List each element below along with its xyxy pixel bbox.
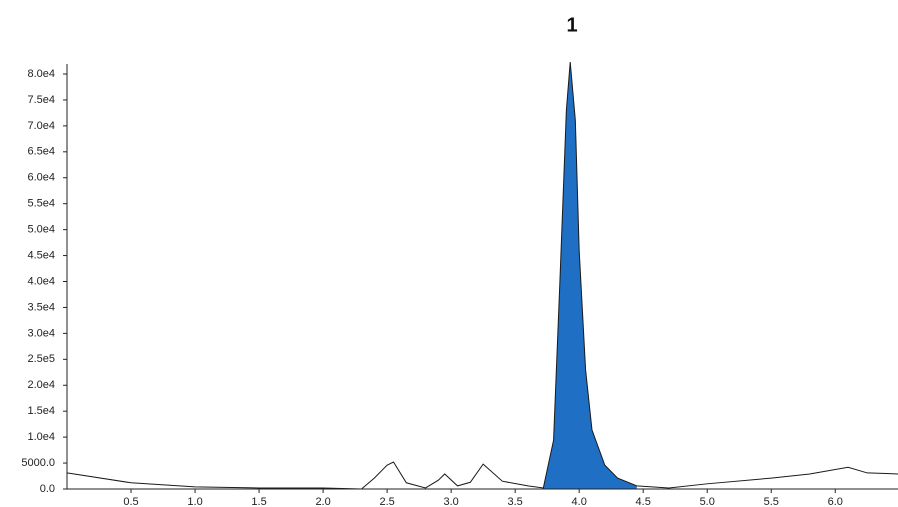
y-tick-label: 3.5e4 [27, 301, 55, 313]
y-tick-label: 1.5e4 [27, 405, 55, 417]
x-tick-label: 5.0 [700, 496, 715, 507]
y-tick-label: 4.5e4 [27, 249, 55, 261]
peak-area [543, 62, 637, 489]
y-tick-label: 2.5e5 [27, 353, 55, 365]
x-tick-label: 2.5 [379, 496, 394, 507]
trace-line [66, 62, 898, 490]
y-tick-label: 1.0e4 [27, 431, 55, 443]
x-tick-label: 0.5 [123, 496, 138, 507]
x-tick-label: 6.0 [828, 496, 843, 507]
x-tick-label: 4.5 [636, 496, 651, 507]
peak-annotation: 1 [566, 14, 577, 36]
y-tick-label: 5.0e4 [27, 224, 55, 236]
x-tick-label: 5.5 [764, 496, 779, 507]
y-tick-label: 6.0e4 [27, 172, 55, 184]
y-tick-label: 3.0e4 [27, 327, 55, 339]
x-tick-label: 1.0 [187, 496, 202, 507]
x-tick-label: 1.5 [251, 496, 266, 507]
x-tick-label: 2.0 [315, 496, 330, 507]
x-tick-label: 4.0 [572, 496, 587, 507]
y-tick-label: 4.0e4 [27, 275, 55, 287]
y-tick-label: 7.5e4 [27, 94, 55, 106]
x-tick-label: 3.0 [443, 496, 458, 507]
y-tick-label: 5.5e4 [27, 198, 55, 210]
y-tick-label: 8.0e4 [27, 68, 55, 80]
y-tick-label: 6.5e4 [27, 146, 55, 158]
y-tick-label: 7.0e4 [27, 120, 55, 132]
y-tick-label: 5000.0 [21, 457, 55, 469]
y-tick-label: 0.0 [40, 483, 55, 495]
y-tick-label: 2.0e4 [27, 379, 55, 391]
x-tick-label: 3.5 [508, 496, 523, 507]
